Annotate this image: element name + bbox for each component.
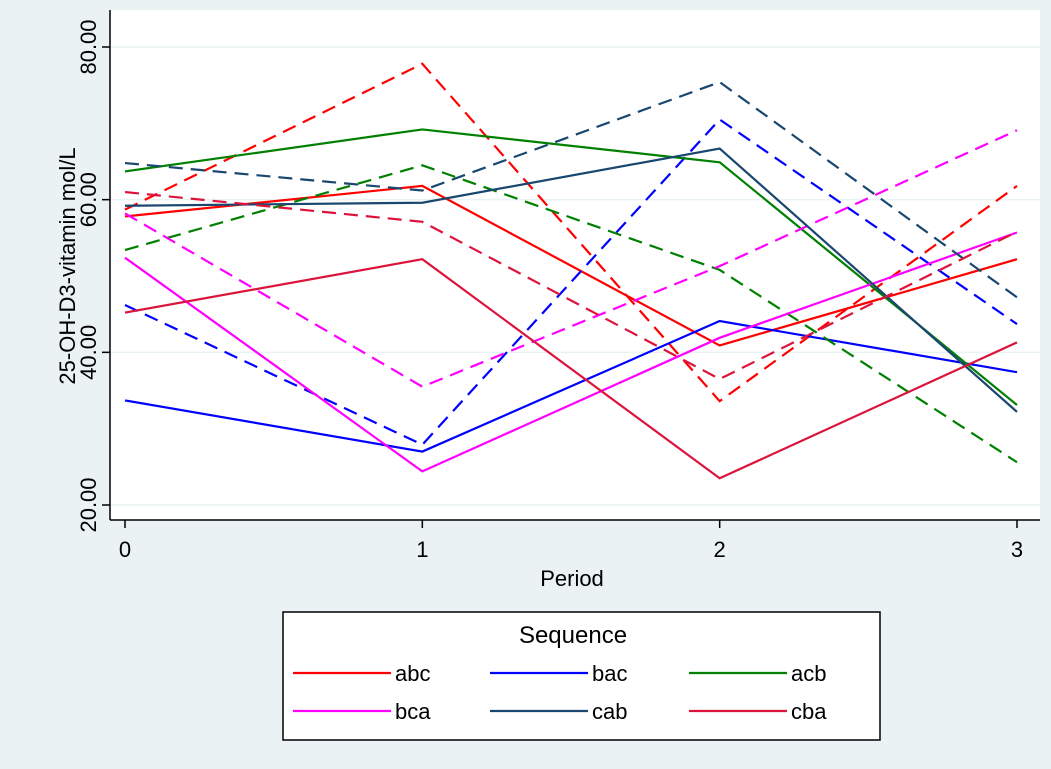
series-line-bac-dashed bbox=[124, 118, 1018, 447]
series-line-cab-dashed bbox=[124, 80, 1018, 299]
y-tick-label: 80.00 bbox=[76, 19, 101, 74]
legend-label-bca: bca bbox=[395, 699, 431, 724]
legend-title: Sequence bbox=[519, 622, 627, 649]
series-line-acb bbox=[124, 128, 1018, 406]
legend-label-acb: acb bbox=[791, 661, 826, 686]
series-line-acb-dashed bbox=[124, 164, 1018, 464]
y-tick-label: 40.00 bbox=[76, 325, 101, 380]
x-tick-label: 3 bbox=[1011, 537, 1023, 562]
series-line-bca bbox=[124, 231, 1018, 473]
x-tick-label: 2 bbox=[714, 537, 726, 562]
series-group bbox=[124, 62, 1018, 480]
plot-area bbox=[110, 10, 1040, 520]
x-tick-label: 1 bbox=[416, 537, 428, 562]
series-line-cab bbox=[124, 147, 1018, 413]
series-line-cba bbox=[124, 258, 1018, 480]
y-ticks: 20.00 40.00 60.00 80.00 bbox=[76, 19, 110, 533]
x-tick-label: 0 bbox=[119, 537, 131, 562]
series-line-abc bbox=[124, 184, 1018, 347]
legend-label-bac: bac bbox=[592, 661, 627, 686]
legend-box bbox=[282, 611, 881, 741]
y-tick-label: 20.00 bbox=[76, 477, 101, 532]
series-line-abc-dashed bbox=[124, 62, 1018, 403]
legend: Sequence abc bac acb bca cab cba bbox=[282, 611, 881, 741]
legend-label-cab: cab bbox=[592, 699, 627, 724]
legend-entries: abc bac acb bca cab cba bbox=[293, 661, 827, 724]
x-axis-title: Period bbox=[540, 566, 604, 591]
legend-label-cba: cba bbox=[791, 699, 827, 724]
y-tick-label: 60.00 bbox=[76, 172, 101, 227]
gridlines bbox=[110, 46, 1040, 506]
series-line-bac bbox=[124, 319, 1018, 453]
legend-label-abc: abc bbox=[395, 661, 430, 686]
x-ticks: 0 1 2 3 bbox=[119, 520, 1023, 562]
series-line-cba-dashed bbox=[124, 190, 1018, 381]
y-axis-title: 25-OH-D3-vitamin mol/L bbox=[55, 147, 80, 384]
